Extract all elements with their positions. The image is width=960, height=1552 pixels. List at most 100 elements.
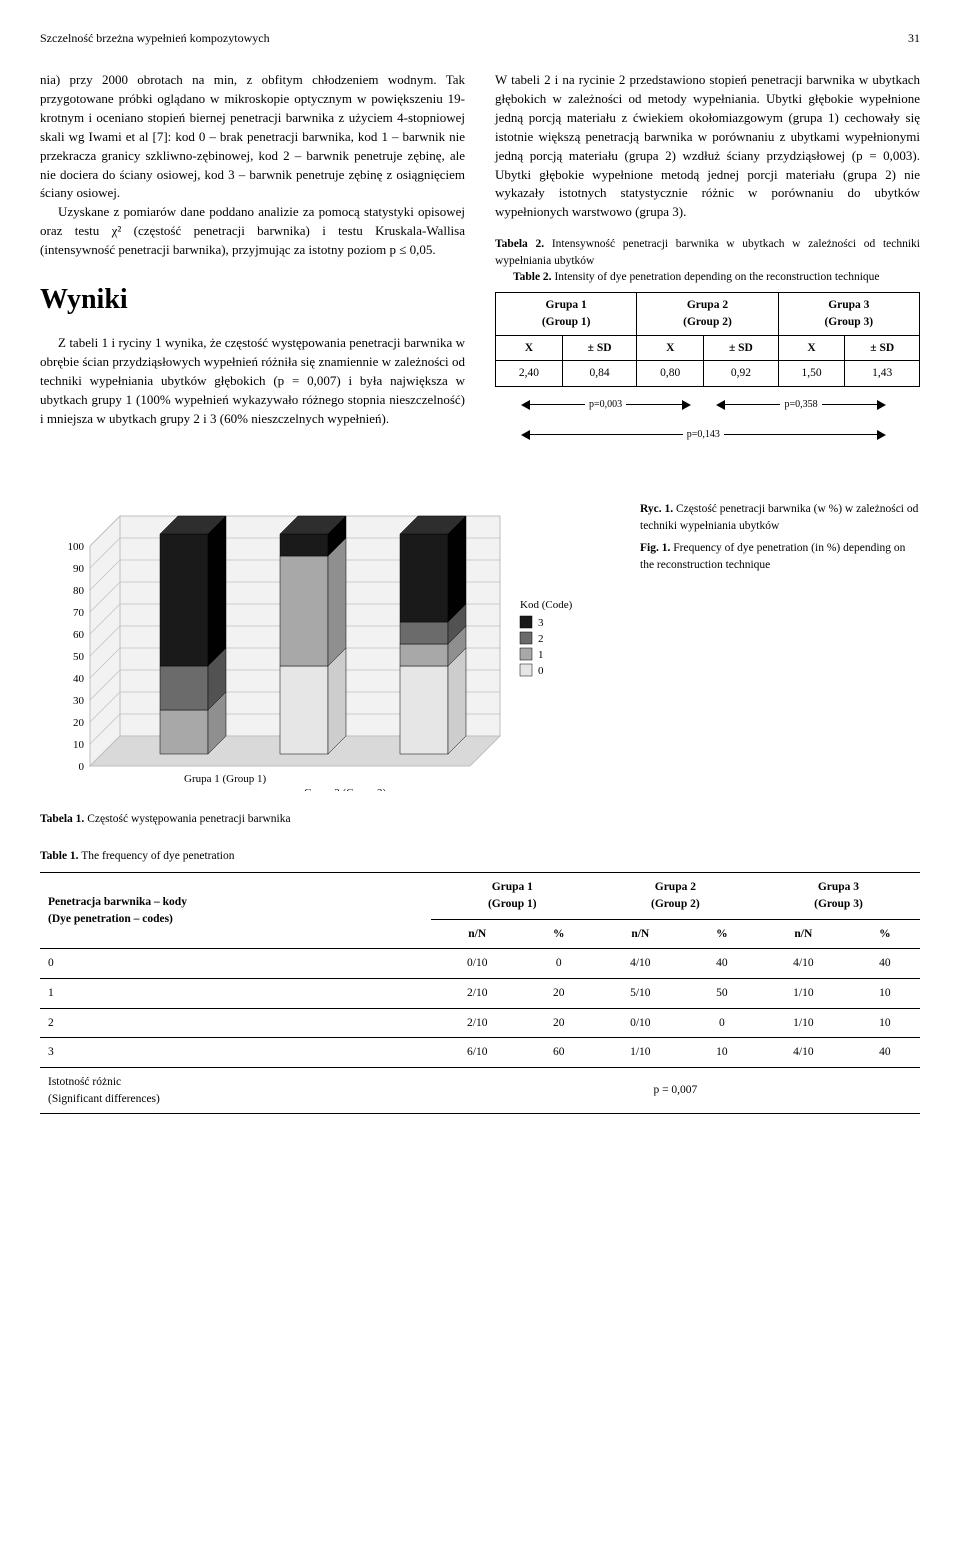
t2-h-g3-txt: Grupa 3 (Group 3) <box>824 299 873 328</box>
figure1-chart: 0102030405060708090100Grupa 1 (Group 1)G… <box>40 501 620 791</box>
svg-text:Kod (Code): Kod (Code) <box>520 599 573 611</box>
t1-cell: 40 <box>850 1038 920 1068</box>
t1-sig-value: p = 0,007 <box>431 1067 920 1113</box>
t1-label-pl: Tabela 1. <box>40 813 84 825</box>
t1-cell: 5/10 <box>594 978 687 1008</box>
results-heading: Wyniki <box>40 280 465 321</box>
t2-h-g1-txt: Grupa 1 (Group 1) <box>542 299 591 328</box>
t2-h-g1: Grupa 1 (Group 1) <box>496 293 637 335</box>
t1-g1: Grupa 1 (Group 1) <box>431 873 594 919</box>
running-title: Szczelność brzeżna wypełnień kompozytowy… <box>40 30 270 47</box>
t1-cell: 1/10 <box>594 1038 687 1068</box>
t2-sh-sd3: ± SD <box>845 335 920 361</box>
table2-label-pl: Tabela 2. <box>495 238 544 250</box>
svg-text:10: 10 <box>73 739 85 751</box>
svg-text:30: 30 <box>73 695 85 707</box>
t1-colheader: Penetracja barwnika – kody (Dye penetrat… <box>40 873 431 949</box>
running-header: Szczelność brzeżna wypełnień kompozytowy… <box>40 30 920 47</box>
svg-text:1: 1 <box>538 649 544 661</box>
t1-cell: 10 <box>850 1008 920 1038</box>
t2-sh-x2: X <box>637 335 704 361</box>
t2-h-g2: Grupa 2 (Group 2) <box>637 293 778 335</box>
t1-sh-1n: n/N <box>431 919 524 949</box>
t1-text-en: The frequency of dye penetration <box>79 850 235 862</box>
t2-sh-sd2: ± SD <box>704 335 778 361</box>
para-left-1: nia) przy 2000 obrotach na min, z obfity… <box>40 71 465 203</box>
t1-cell: 40 <box>850 949 920 979</box>
t1-cell: 1/10 <box>757 978 850 1008</box>
t2-sh-sd1: ± SD <box>562 335 636 361</box>
t1-cell: 4/10 <box>757 1038 850 1068</box>
t2-x1: 2,40 <box>496 361 563 387</box>
t1-sh-1p: % <box>524 919 594 949</box>
svg-text:Grupa 2 (Group 2): Grupa 2 (Group 2) <box>304 787 387 791</box>
t2-x2: 0,80 <box>637 361 704 387</box>
svg-text:60: 60 <box>73 629 85 641</box>
t1-sh-3p: % <box>850 919 920 949</box>
svg-text:50: 50 <box>73 651 85 663</box>
left-column: nia) przy 2000 obrotach na min, z obfity… <box>40 71 465 470</box>
table1-caption-pl: Tabela 1. Częstość występowania penetrac… <box>40 811 920 828</box>
t1-g3: Grupa 3 (Group 3) <box>757 873 920 919</box>
table2-text-pl: Intensywność penetracji barwnika w ubytk… <box>495 238 920 267</box>
svg-text:0: 0 <box>79 761 85 773</box>
para-left-2: Uzyskane z pomiarów dane poddano analizi… <box>40 203 465 260</box>
svg-text:0: 0 <box>538 665 544 677</box>
table1-caption-en: Table 1. The frequency of dye penetratio… <box>40 848 920 865</box>
t1-sig-label: Istotność różnic (Significant difference… <box>40 1067 431 1113</box>
t2-sd3: 1,43 <box>845 361 920 387</box>
table2-label-en: Table 2. <box>513 271 552 283</box>
t2-data-row: 2,40 0,84 0,80 0,92 1,50 1,43 <box>496 361 920 387</box>
t1-cell: 0 <box>687 1008 757 1038</box>
t1-sh-2n: n/N <box>594 919 687 949</box>
figure1-caption: Ryc. 1. Częstość penetracji barwnika (w … <box>640 501 920 580</box>
fig1-text-pl: Częstość penetracji barwnika (w %) w zal… <box>640 503 918 532</box>
t2-sd2: 0,92 <box>704 361 778 387</box>
t1-code: 0 <box>40 949 431 979</box>
pval-23: p=0,358 <box>780 398 821 413</box>
t1-cell: 20 <box>524 1008 594 1038</box>
t1-label-en: Table 1. <box>40 850 79 862</box>
t1-code: 1 <box>40 978 431 1008</box>
t2-h-g3: Grupa 3 (Group 3) <box>778 293 919 335</box>
svg-text:40: 40 <box>73 673 85 685</box>
t1-cell: 4/10 <box>757 949 850 979</box>
pval-13: p=0,143 <box>683 428 724 443</box>
svg-text:100: 100 <box>68 541 85 553</box>
t2-sh-x3: X <box>778 335 845 361</box>
t1-cell: 6/10 <box>431 1038 524 1068</box>
t1-code: 3 <box>40 1038 431 1068</box>
right-column: W tabeli 2 i na rycinie 2 przedstawiono … <box>495 71 920 470</box>
t1-code: 2 <box>40 1008 431 1038</box>
t2-h-g2-txt: Grupa 2 (Group 2) <box>683 299 732 328</box>
svg-text:20: 20 <box>73 717 85 729</box>
t1-sh-2p: % <box>687 919 757 949</box>
svg-text:90: 90 <box>73 563 85 575</box>
t1-cell: 20 <box>524 978 594 1008</box>
svg-text:3: 3 <box>538 617 544 629</box>
t1-cell: 40 <box>687 949 757 979</box>
table-row: 2 2/1020 0/100 1/1010 <box>40 1008 920 1038</box>
svg-text:80: 80 <box>73 585 85 597</box>
table2-text-en: Intensity of dye penetration depending o… <box>552 271 880 283</box>
table-row: 0 0/100 4/1040 4/1040 <box>40 949 920 979</box>
t1-cell: 0/10 <box>594 1008 687 1038</box>
t1-cell: 60 <box>524 1038 594 1068</box>
t2-sh-x1: X <box>496 335 563 361</box>
t1-cell: 0/10 <box>431 949 524 979</box>
t1-cell: 1/10 <box>757 1008 850 1038</box>
t1-text-pl: Częstość występowania penetracji barwnik… <box>84 813 290 825</box>
t1-cell: 4/10 <box>594 949 687 979</box>
para-left-3: Z tabeli 1 i ryciny 1 wynika, że częstoś… <box>40 334 465 428</box>
fig1-label-pl: Ryc. 1. <box>640 503 673 515</box>
fig1-label-en: Fig. 1. <box>640 542 670 554</box>
table-row: 3 6/1060 1/1010 4/1040 <box>40 1038 920 1068</box>
t1-sh-3n: n/N <box>757 919 850 949</box>
t1-cell: 2/10 <box>431 1008 524 1038</box>
t2-sd1: 0,84 <box>562 361 636 387</box>
para-right-1: W tabeli 2 i na rycinie 2 przedstawiono … <box>495 71 920 222</box>
pvalue-diagram: p=0,003 p=0,358 p=0,143 <box>495 391 920 471</box>
t1-cell: 0 <box>524 949 594 979</box>
svg-text:70: 70 <box>73 607 85 619</box>
t2-x3: 1,50 <box>778 361 845 387</box>
